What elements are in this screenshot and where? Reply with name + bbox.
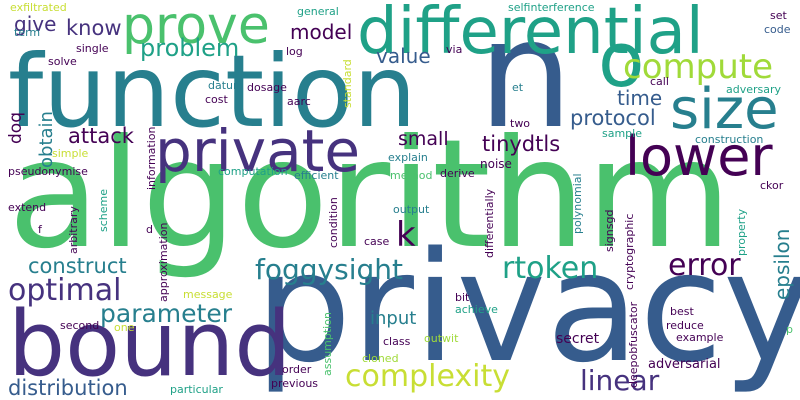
word-property: property	[736, 209, 747, 256]
word-know: know	[66, 18, 122, 39]
word-foggysight: foggysight	[255, 256, 403, 284]
word-arbitrary: arbitrary	[68, 206, 79, 254]
word-dosage: dosage	[247, 82, 287, 93]
word-adversary: adversary	[726, 84, 781, 95]
word-reduce: reduce	[666, 320, 704, 331]
word-best: best	[670, 306, 694, 317]
word-simple: simple	[52, 148, 88, 159]
word-solve: solve	[48, 56, 77, 67]
word-selfinterference: selfinterference	[508, 2, 595, 13]
word-single: single	[76, 43, 109, 54]
word-p: p	[786, 324, 793, 335]
word-particular: particular	[170, 384, 223, 395]
word-code: code	[764, 24, 791, 35]
word-example: example	[676, 332, 723, 343]
word-achieve: achieve	[455, 304, 498, 315]
word-epsilon: epsilon	[772, 229, 792, 300]
word-doq: doq	[8, 112, 25, 144]
word-via: via	[446, 44, 462, 55]
word-two: two	[510, 118, 530, 129]
word-general: general	[297, 6, 339, 17]
word-bit: bit	[455, 292, 469, 303]
word-secret: secret	[556, 332, 599, 346]
word-error: error	[668, 251, 741, 281]
word-signsgd: signsgd	[604, 210, 615, 252]
word-small: small	[398, 130, 449, 149]
word-input: input	[370, 310, 416, 328]
word-term: term	[14, 27, 40, 38]
word-tinydtls: tinydtls	[482, 134, 560, 155]
word-adversarial: adversarial	[648, 358, 721, 371]
word-problem: problem	[140, 36, 239, 60]
word-compute: compute	[623, 50, 773, 84]
word-differentially: differentially	[484, 189, 495, 258]
word-ckor: ckor	[760, 180, 783, 191]
word-deepobfuscator: deepobfuscator	[628, 302, 639, 388]
word-log: log	[286, 46, 303, 57]
word-rtoken: rtoken	[502, 254, 598, 284]
word-attack: attack	[68, 126, 134, 147]
word-complexity: complexity	[345, 362, 510, 392]
word-cryptographic: cryptographic	[624, 214, 635, 290]
word-output: output	[393, 204, 429, 215]
word-message: message	[183, 289, 232, 300]
word-f: f	[38, 224, 42, 235]
word-set: set	[770, 10, 787, 21]
word-obtain: obtain	[38, 111, 56, 168]
word-cost: cost	[205, 94, 228, 105]
word-one: one	[114, 322, 134, 333]
word-exfiltrated: exfiltrated	[10, 2, 67, 13]
word-aarc: aarc	[287, 96, 311, 107]
word-standard: standard	[342, 59, 353, 108]
word-construction: construction	[695, 134, 763, 145]
word-case: case	[364, 236, 389, 247]
word-extend: extend	[8, 202, 46, 213]
word-order: order	[282, 364, 311, 375]
word-information: information	[146, 127, 157, 191]
word-condition: condition	[328, 197, 339, 248]
word-model: model	[290, 22, 352, 42]
word-assumption: assumption	[322, 312, 333, 376]
word-method: method	[390, 170, 432, 181]
word-value: value	[376, 46, 431, 66]
word-outwit: outwit	[424, 333, 458, 344]
word-scheme: scheme	[98, 189, 109, 232]
word-polynomial: polynomial	[572, 173, 583, 234]
word-distribution: distribution	[8, 378, 128, 399]
word-efficient: efficient	[294, 170, 339, 181]
word-call: call	[650, 76, 669, 87]
word-derive: derive	[440, 168, 475, 179]
word-k: k	[396, 218, 416, 252]
word-explain: explain	[388, 152, 428, 163]
word-time: time	[617, 88, 662, 108]
word-et: et	[512, 82, 523, 93]
word-previous: previous	[271, 378, 318, 389]
word-approximation: approximation	[158, 223, 169, 302]
word-sample: sample	[602, 128, 642, 139]
word-datum: datum	[208, 80, 244, 91]
word-second: second	[60, 320, 99, 331]
word-class: class	[383, 336, 410, 347]
word-computation: computation	[218, 166, 288, 177]
word-protocol: protocol	[570, 108, 656, 129]
word-noise: noise	[480, 158, 512, 170]
word-construct: construct	[28, 256, 127, 277]
word-d: d	[146, 224, 153, 235]
word-cloned: cloned	[362, 353, 399, 364]
